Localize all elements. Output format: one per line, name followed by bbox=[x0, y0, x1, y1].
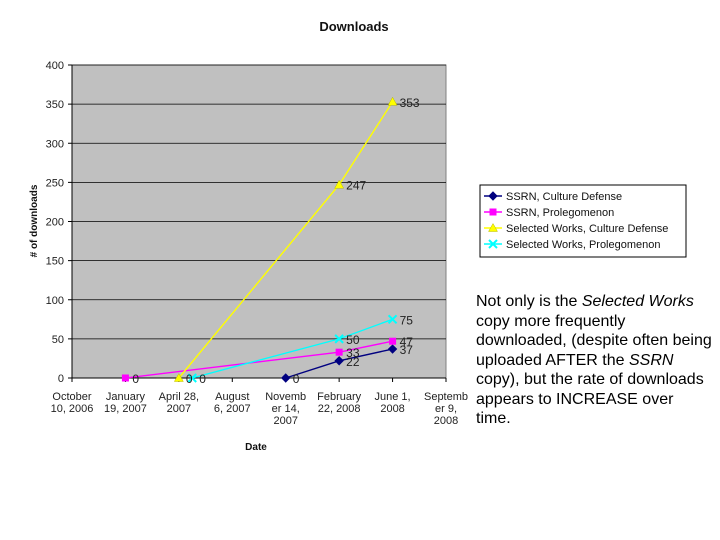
x-tick-label-line: er 9, bbox=[435, 403, 457, 415]
data-point-ssrn-prolegomenon bbox=[121, 374, 129, 382]
data-label-selected-works-prolegomenon: 75 bbox=[400, 313, 414, 327]
data-label-ssrn-prolegomenon: 33 bbox=[346, 346, 360, 360]
x-tick-label-line: Septemb bbox=[424, 391, 468, 403]
data-label-selected-works-prolegomenon: 50 bbox=[346, 333, 360, 347]
y-tick-label: 350 bbox=[46, 99, 64, 111]
y-tick-label: 50 bbox=[52, 334, 64, 346]
data-point-ssrn-culture-defense bbox=[281, 373, 291, 383]
data-point-selected-works-culture-defense bbox=[387, 96, 398, 106]
data-point-selected-works-culture-defense bbox=[334, 179, 345, 189]
caption-emphasis-selected-works: Selected Works bbox=[581, 293, 694, 310]
data-label-selected-works-culture-defense: 353 bbox=[400, 96, 420, 110]
legend-box bbox=[479, 184, 687, 258]
x-tick-label-line: February bbox=[317, 391, 362, 403]
legend-label-ssrn-prolegomenon: SSRN, Prolegomenon bbox=[506, 207, 614, 219]
data-label-ssrn-culture-defense: 0 bbox=[293, 372, 300, 386]
data-label-ssrn-prolegomenon: 0 bbox=[132, 372, 139, 386]
x-tick-label-line: 2007 bbox=[167, 403, 191, 415]
data-label-ssrn-culture-defense: 22 bbox=[346, 355, 360, 369]
legend: SSRN, Culture Defense SSRN, Prolegomenon S… bbox=[479, 184, 687, 258]
legend-marker-ssrn-culture-defense bbox=[488, 191, 498, 201]
y-axis-title: # of downloads bbox=[29, 184, 40, 257]
x-tick-label-line: June 1, bbox=[375, 391, 411, 403]
data-label-selected-works-culture-defense: 0 bbox=[186, 372, 193, 386]
x-tick-label-line: October bbox=[52, 391, 91, 403]
legend-marker-selected-works-culture-defense bbox=[488, 222, 498, 232]
y-tick-label: 250 bbox=[46, 177, 64, 189]
x-axis-title: Date bbox=[245, 442, 267, 453]
data-label-selected-works-culture-defense: 247 bbox=[346, 179, 366, 193]
data-label-ssrn-prolegomenon: 47 bbox=[400, 335, 414, 349]
x-tick-label: June 1, 2008 bbox=[375, 391, 411, 415]
x-tick-label: January 19, 2007 bbox=[104, 391, 147, 415]
legend-marker-selected-works-prolegomenon bbox=[488, 239, 498, 249]
data-point-selected-works-culture-defense bbox=[173, 372, 184, 382]
legend-entries: SSRN, Culture Defense SSRN, Prolegomenon S… bbox=[484, 191, 668, 251]
caption-emphasis-ssrn: SSRN bbox=[628, 351, 674, 369]
x-tick-label: Septemb er 9, 2008 bbox=[424, 391, 468, 427]
data-point-ssrn-prolegomenon bbox=[389, 337, 397, 345]
x-tick-label-line: August bbox=[215, 391, 249, 403]
y-tick-label: 100 bbox=[46, 295, 64, 307]
x-tick-label: Novemb er 14, 2007 bbox=[265, 391, 306, 427]
x-tick-label-line: 2008 bbox=[434, 415, 458, 427]
x-tick-label: October 10, 2006 bbox=[51, 391, 94, 415]
x-tick-label-line: Novemb bbox=[265, 391, 306, 403]
y-tick-label: 200 bbox=[46, 217, 64, 229]
legend-label-selected-works-prolegomenon: Selected Works, Prolegomenon bbox=[506, 239, 661, 251]
x-tick-label-line: April 28, bbox=[159, 391, 199, 403]
data-point-selected-works-prolegomenon bbox=[334, 334, 344, 344]
x-tick-label-line: 10, 2006 bbox=[51, 403, 94, 415]
x-tick-label-line: er 14, bbox=[272, 403, 300, 415]
x-tick-label-line: 6, 2007 bbox=[214, 403, 251, 415]
y-tick-label: 400 bbox=[46, 60, 64, 72]
data-label-ssrn-culture-defense: 37 bbox=[400, 343, 414, 357]
caption-text-2: copy more frequently downloaded, (despit… bbox=[476, 312, 712, 369]
caption-text-3: copy), but the rate of downloads appears… bbox=[476, 371, 704, 427]
x-tick-label-line: 2008 bbox=[380, 403, 404, 415]
y-tick-labels: 0 50 100 150 200 250 300 350 400 bbox=[46, 60, 72, 385]
legend-marker-ssrn-prolegomenon bbox=[489, 208, 497, 216]
legend-label-ssrn-culture-defense: SSRN, Culture Defense bbox=[506, 191, 622, 203]
annotation-text: Not only is the Selected Works copy more… bbox=[476, 292, 712, 429]
y-tick-label: 300 bbox=[46, 138, 64, 150]
data-point-ssrn-culture-defense bbox=[334, 356, 344, 366]
series-markers bbox=[121, 96, 398, 383]
y-tick-label: 0 bbox=[58, 373, 64, 385]
y-tick-label: 150 bbox=[46, 256, 64, 268]
grid-lines bbox=[72, 64, 446, 340]
x-tick-label: April 28, 2007 bbox=[159, 391, 199, 415]
x-tick-label-line: 2007 bbox=[273, 415, 297, 427]
x-tick-label: February 22, 2008 bbox=[317, 391, 362, 415]
x-tick-label: August 6, 2007 bbox=[214, 391, 251, 415]
data-labels: 0 22 37 0 33 47 0 247 353 0 50 75 bbox=[132, 96, 419, 386]
x-tick-label-line: January bbox=[106, 391, 146, 403]
data-label-selected-works-prolegomenon: 0 bbox=[199, 372, 206, 386]
x-tick-label-line: 22, 2008 bbox=[318, 403, 361, 415]
data-point-ssrn-culture-defense bbox=[387, 344, 398, 354]
x-tick-label-line: 19, 2007 bbox=[104, 403, 147, 415]
data-point-selected-works-prolegomenon bbox=[187, 373, 197, 383]
legend-label-selected-works-culture-defense: Selected Works, Culture Defense bbox=[506, 223, 668, 235]
data-point-selected-works-prolegomenon bbox=[387, 314, 398, 325]
chart-title: Downloads bbox=[319, 19, 388, 34]
caption-text-1: Not only is the bbox=[476, 293, 582, 310]
data-point-ssrn-prolegomenon bbox=[335, 348, 343, 356]
